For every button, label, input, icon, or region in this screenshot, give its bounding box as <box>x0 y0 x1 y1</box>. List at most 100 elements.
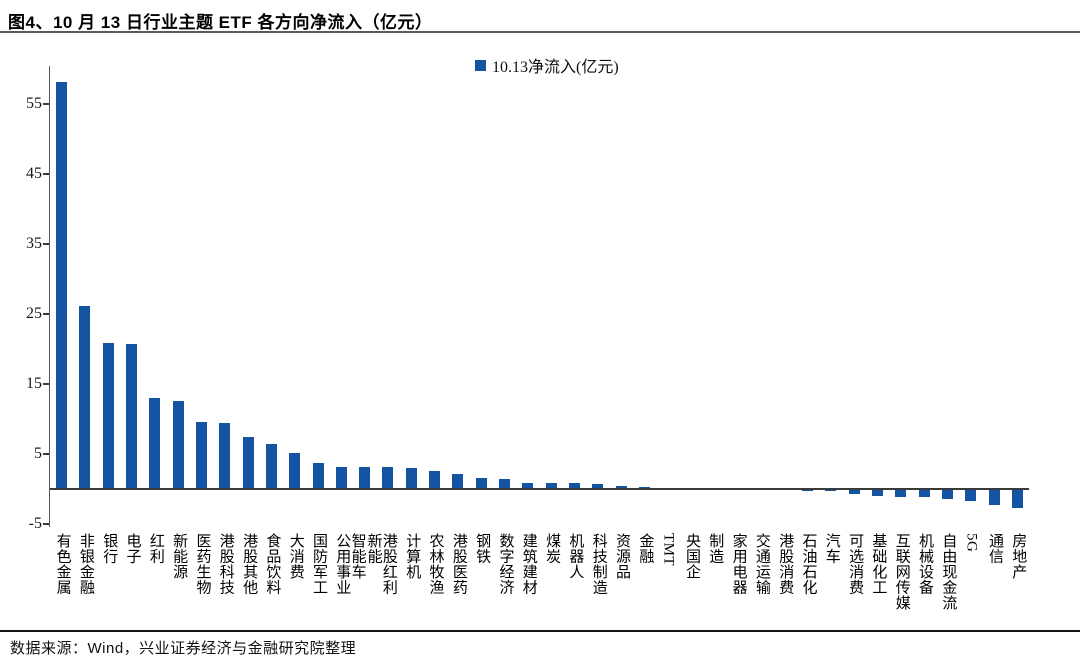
x-category-label: 家用电器 <box>722 533 753 619</box>
y-axis-line <box>48 66 50 527</box>
y-tick <box>43 103 49 105</box>
bar <box>219 423 231 489</box>
x-category-label: 金融 <box>629 533 660 619</box>
x-category-label-text: 红利 <box>147 533 164 564</box>
footer-divider <box>0 630 1080 632</box>
x-category-label: 农林牧渔 <box>419 533 450 619</box>
bar <box>802 490 814 491</box>
bar <box>965 490 977 501</box>
x-category-label-text: 自由现金流 <box>940 533 957 611</box>
y-tick-label: 55 <box>26 95 42 112</box>
legend-label: 10.13净流入(亿元) <box>492 59 619 76</box>
x-category-label: 数字经济 <box>489 533 520 619</box>
x-category-label-text: 煤炭 <box>544 533 561 564</box>
bar <box>988 490 1000 506</box>
etf-netflow-bar-chart: 10.13净流入(亿元) -5 5 15 25 35 45 55 有色金属 非银金融 银行 电子 红利… <box>0 34 1080 628</box>
y-tick <box>43 453 49 455</box>
x-category-label: 新能源 <box>163 533 194 619</box>
x-category-label: 石油石化 <box>792 533 823 619</box>
x-category-label: 港股红利 <box>372 533 403 619</box>
x-category-label: 食品饮料 <box>256 533 287 619</box>
x-category-label-text: 港股其他 <box>241 533 258 595</box>
x-category-label-text: 金融 <box>637 533 654 564</box>
bar <box>499 479 511 489</box>
x-category-label: 港股科技 <box>209 533 240 619</box>
x-category-label: 制造 <box>699 533 730 619</box>
x-category-label: 银行 <box>93 533 124 619</box>
x-category-label: 互联网传媒 <box>885 533 916 619</box>
x-category-label: 大消费 <box>279 533 310 619</box>
x-category-label: 电子 <box>116 533 147 619</box>
x-category-label: 科技制造 <box>582 533 613 619</box>
x-category-label-text: 科技制造 <box>590 533 607 595</box>
x-category-label-text: 国防军工 <box>310 533 327 595</box>
x-category-label-text: 公用事业 <box>334 533 351 595</box>
x-category-label-text: 可选消费 <box>847 533 864 595</box>
x-category-label-text: 医药生物 <box>194 533 211 595</box>
bar <box>918 490 930 497</box>
legend-swatch-icon <box>475 59 486 71</box>
x-category-label: 建筑建材 <box>512 533 543 619</box>
y-tick <box>43 243 49 245</box>
x-category-label-text: 央国企 <box>683 533 700 580</box>
bar <box>592 484 604 489</box>
bar <box>615 486 627 489</box>
bar <box>475 477 487 489</box>
x-category-label: 通信 <box>978 533 1009 619</box>
y-tick-label: -5 <box>28 515 42 532</box>
bar <box>405 468 417 489</box>
bar <box>848 490 860 495</box>
bar <box>335 466 347 489</box>
bar <box>149 398 161 489</box>
x-category-label-text: 大消费 <box>287 533 304 580</box>
x-category-label: 有色金属 <box>46 533 77 619</box>
bar <box>382 467 394 489</box>
x-category-label-text: 港股科技 <box>217 533 234 595</box>
x-category-label-text: 石油石化 <box>800 533 817 595</box>
x-category-label-text: 港股红利 <box>380 533 397 595</box>
x-category-label: 5G <box>955 533 986 619</box>
x-category-label-text: 房地产 <box>1010 533 1027 580</box>
x-category-label: 港股其他 <box>232 533 263 619</box>
x-category-label: 非银金融 <box>69 533 100 619</box>
x-category-label: 煤炭 <box>536 533 567 619</box>
x-category-label: 港股医药 <box>442 533 473 619</box>
bar <box>56 82 68 489</box>
bar <box>638 486 650 489</box>
x-category-label: 医药生物 <box>186 533 217 619</box>
x-category-label: 房地产 <box>1002 533 1033 619</box>
bar <box>196 421 207 489</box>
bar <box>545 483 557 489</box>
x-category-label-text: 非银金融 <box>77 533 94 595</box>
x-category-label-text: 有色金属 <box>54 533 71 595</box>
bar <box>312 463 324 489</box>
x-category-label-text: 电子 <box>124 533 141 564</box>
bar <box>102 343 114 489</box>
bar <box>359 466 371 489</box>
bar <box>1011 490 1023 509</box>
x-category-label: 汽车 <box>815 533 846 619</box>
x-category-label: 可选消费 <box>839 533 870 619</box>
bar <box>79 305 91 489</box>
x-category-label-text: 钢铁 <box>474 533 491 564</box>
x-category-label-text: 计算机 <box>404 533 421 580</box>
x-category-label: 新能 智能车 <box>349 533 382 619</box>
bar <box>452 474 464 489</box>
x-category-label-text: 银行 <box>101 533 118 564</box>
x-category-label: 自由现金流 <box>932 533 963 619</box>
x-category-label: 央国企 <box>675 533 706 619</box>
figure-title: 图4、10 月 13 日行业主题 ETF 各方向净流入（亿元） <box>8 13 433 32</box>
bar <box>172 400 184 489</box>
bar <box>895 490 907 497</box>
y-tick-label: 25 <box>26 305 42 322</box>
data-source-note: 数据来源：Wind，兴业证券经济与金融研究院整理 <box>10 640 357 657</box>
x-category-label-text: 建筑建材 <box>520 533 537 595</box>
x-category-label: 钢铁 <box>466 533 497 619</box>
x-category-label-text: 资源品 <box>614 533 631 580</box>
y-tick-label: 15 <box>26 375 42 392</box>
bar <box>871 490 883 496</box>
x-category-label-text: 农林牧渔 <box>427 533 444 595</box>
x-category-label: 交通运输 <box>745 533 776 619</box>
bar <box>522 482 534 489</box>
